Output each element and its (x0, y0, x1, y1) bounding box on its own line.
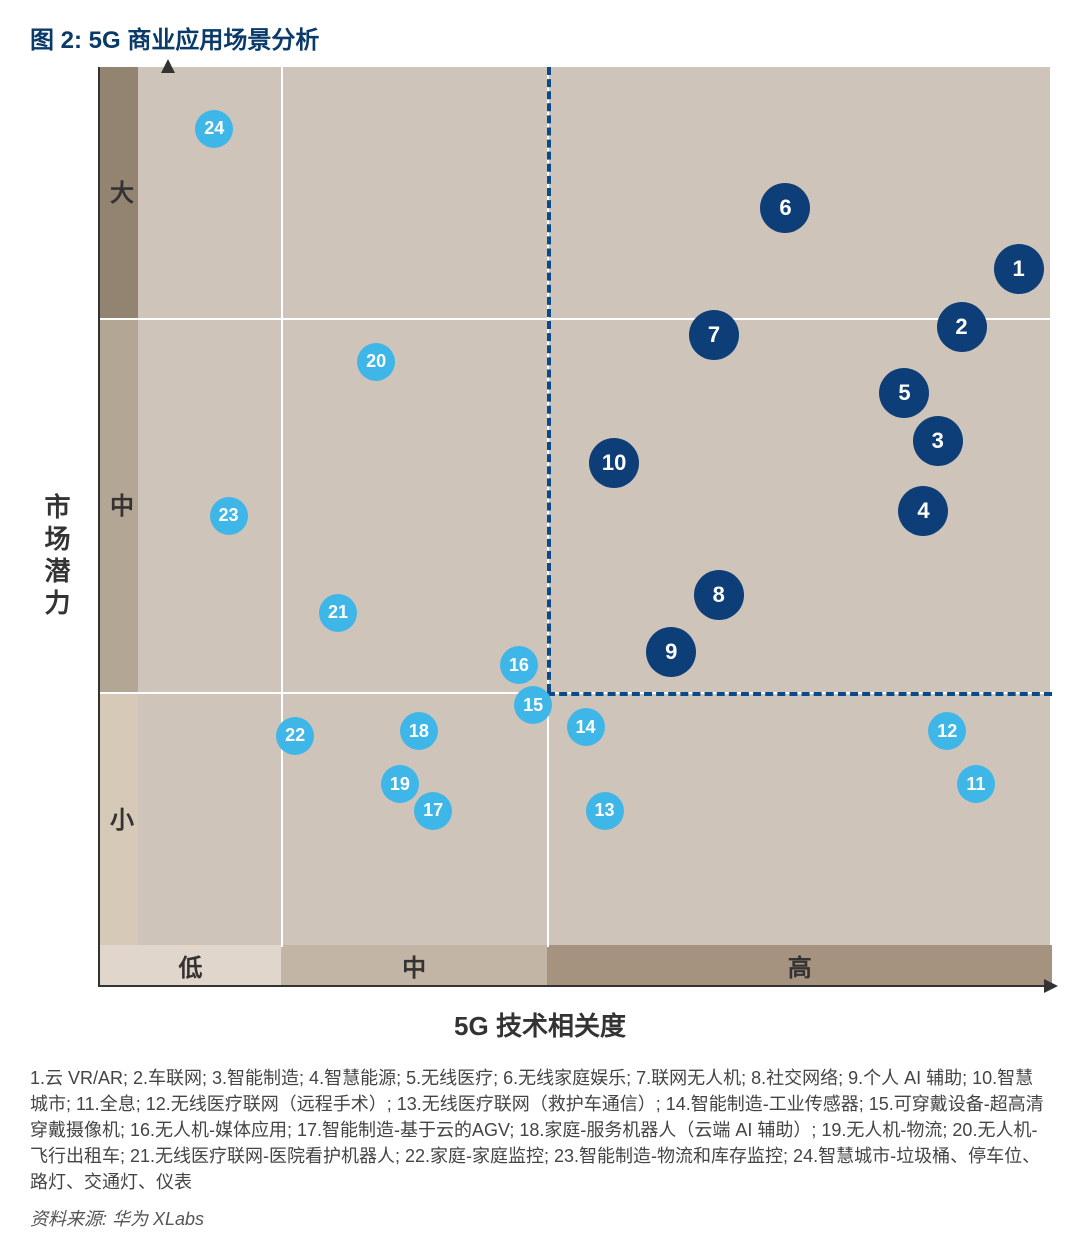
x-band-strip: 低中高 (100, 945, 1050, 985)
arrow-right-icon (1044, 979, 1058, 993)
y-band-label: 中 (100, 318, 138, 692)
y-band-label: 小 (100, 692, 138, 947)
figure-container: 图 2: 5G 商业应用场景分析 市场潜力 小中大低中高123456789101… (0, 0, 1080, 1251)
plot-outer: 小中大低中高1234567891011121314151617181920212… (98, 67, 1050, 987)
gridline-horizontal (100, 318, 1052, 320)
data-point: 16 (500, 646, 538, 684)
data-point: 1 (994, 244, 1044, 294)
dashed-divider-horizontal (547, 692, 1052, 696)
gridline-vertical (281, 67, 283, 947)
data-point: 12 (928, 712, 966, 750)
chart-wrap: 市场潜力 小中大低中高12345678910111213141516171819… (30, 67, 1050, 1047)
data-point: 22 (276, 717, 314, 755)
data-point: 19 (381, 765, 419, 803)
data-point: 9 (646, 627, 696, 677)
data-point: 2 (937, 302, 987, 352)
y-band-label: 大 (100, 67, 138, 318)
legend-text: 1.云 VR/AR; 2.车联网; 3.智能制造; 4.智慧能源; 5.无线医疗… (30, 1065, 1050, 1195)
x-band-label: 低 (100, 945, 281, 985)
data-point: 20 (357, 343, 395, 381)
data-point: 13 (586, 792, 624, 830)
source-text: 资料来源: 华为 XLabs (30, 1205, 1050, 1231)
data-point: 17 (414, 792, 452, 830)
data-point: 8 (694, 570, 744, 620)
figure-title: 图 2: 5G 商业应用场景分析 (30, 20, 1050, 55)
data-point: 4 (898, 486, 948, 536)
data-point: 3 (913, 416, 963, 466)
data-point: 18 (400, 712, 438, 750)
data-point: 15 (514, 686, 552, 724)
x-axis-title: 5G 技术相关度 (454, 1006, 626, 1043)
dashed-divider-vertical (547, 67, 551, 692)
x-band-label: 中 (281, 945, 548, 985)
arrow-up-icon (161, 59, 175, 73)
data-point: 21 (319, 594, 357, 632)
plot-area: 小中大低中高1234567891011121314151617181920212… (98, 67, 1050, 987)
x-band-label: 高 (547, 945, 1052, 985)
data-point: 23 (210, 497, 248, 535)
data-point: 24 (195, 110, 233, 148)
data-point: 10 (589, 438, 639, 488)
data-point: 7 (689, 310, 739, 360)
data-point: 5 (879, 368, 929, 418)
y-axis-title: 市场潜力 (38, 493, 75, 621)
data-point: 11 (957, 765, 995, 803)
data-point: 14 (567, 708, 605, 746)
data-point: 6 (760, 183, 810, 233)
